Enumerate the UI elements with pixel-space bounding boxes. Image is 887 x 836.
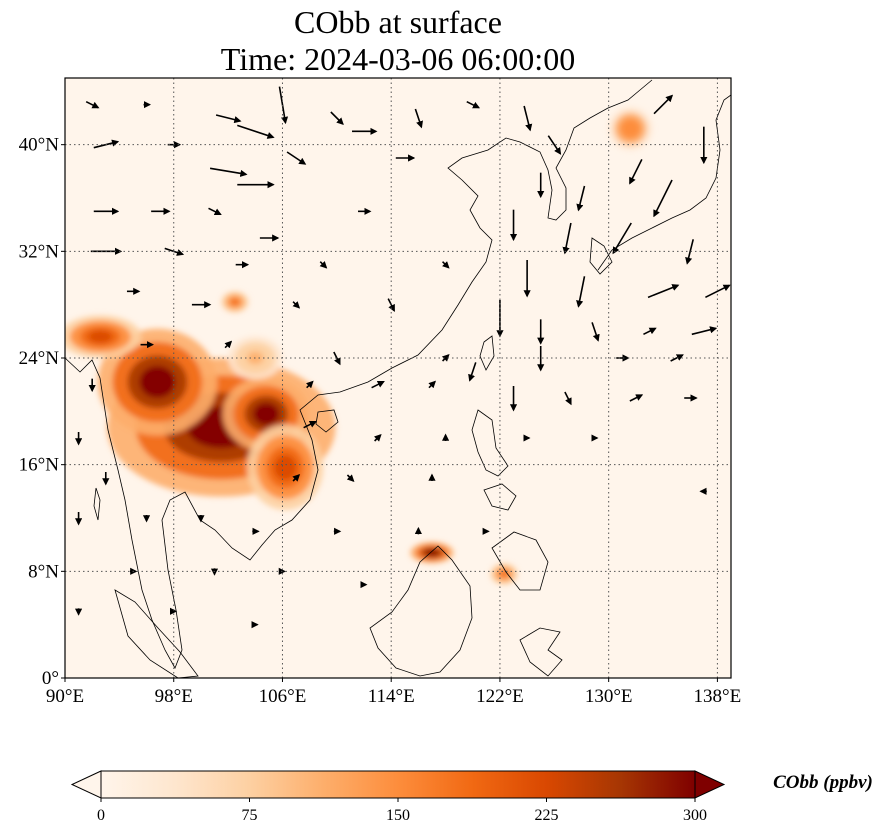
x-tick-label: 122°E: [476, 686, 524, 707]
wind-arrow: [643, 327, 657, 336]
coastline-sumatra: [114, 589, 199, 678]
coastline-sulawesi: [519, 627, 563, 677]
concentration-field: [65, 107, 653, 585]
wind-arrow: [208, 207, 222, 216]
colorbar-tick-label: 150: [386, 807, 410, 824]
x-tick-label: 98°E: [155, 686, 193, 707]
colorbar-extend-low: [70, 770, 102, 799]
colorbar: 0 75 150 225 300 CObb (ppbv): [70, 770, 873, 824]
wind-arrow: [562, 222, 572, 255]
y-axis-ticks: 0° 8°N 16°N 24°N 32°N 40°N: [19, 135, 65, 689]
wind-arrow: [705, 284, 731, 299]
wind-arrow: [209, 167, 248, 177]
wind-arrow: [647, 284, 680, 299]
wind-arrow: [387, 298, 395, 312]
map-panel: [65, 78, 731, 678]
coastline-visayas: [483, 483, 517, 511]
wind-arrow: [215, 114, 242, 124]
wind-arrow: [612, 222, 632, 255]
coastline-andaman: [93, 487, 101, 521]
coastline-luzon: [471, 409, 509, 477]
hotspot-mindanao: [490, 563, 518, 585]
wind-arrow: [286, 151, 307, 165]
colorbar-tick-label: 75: [242, 807, 258, 824]
coastline-mainland: [65, 79, 653, 669]
y-tick-label: 24°N: [19, 348, 60, 369]
wind-arrow: [278, 86, 289, 125]
chart-title-line2: Time: 2024-03-06 06:00:00: [221, 41, 575, 77]
wind-arrow: [319, 261, 328, 269]
wind-arrow: [85, 100, 100, 109]
colorbar-gradient: [101, 771, 695, 798]
wind-arrow: [333, 351, 341, 366]
colorbar-extend-high: [694, 770, 726, 799]
wind-arrow: [371, 380, 385, 389]
hotspot-borneo-north: [410, 542, 454, 564]
colorbar-label: CObb (ppbv): [773, 772, 873, 793]
x-tick-label: 90°E: [46, 686, 84, 707]
wind-arrow: [441, 353, 450, 362]
hotspot-primorye: [608, 107, 653, 150]
wind-arrow: [653, 179, 673, 218]
wind-arrow: [414, 108, 423, 129]
wind-arrow: [564, 391, 572, 406]
colorbar-ticks: 0 75 150 225 300: [97, 798, 707, 824]
wind-vectors: [74, 86, 731, 629]
coastline-borneo: [369, 545, 473, 677]
x-tick-label: 138°E: [694, 686, 742, 707]
wind-arrow: [685, 239, 695, 265]
wind-arrow: [224, 340, 233, 349]
hotspot-yunnan: [221, 291, 249, 313]
x-tick-label: 114°E: [368, 686, 415, 707]
wind-arrow: [691, 326, 718, 336]
y-tick-label: 0°: [42, 668, 59, 689]
chart-title-line1: CObb at surface: [294, 4, 502, 40]
wind-arrow: [373, 433, 382, 442]
wind-arrow: [523, 105, 533, 132]
coastline-japan: [597, 94, 731, 271]
wind-arrow: [306, 380, 314, 389]
hotspot-northeast-india: [65, 315, 142, 358]
wind-arrow: [653, 94, 674, 115]
x-tick-label: 106°E: [259, 686, 307, 707]
colorbar-tick-label: 300: [683, 807, 707, 824]
coastline-kyushu: [589, 237, 613, 275]
wind-arrow: [237, 124, 275, 139]
wind-arrow: [303, 420, 317, 429]
map-frame: [64, 77, 732, 679]
wind-arrow: [547, 135, 562, 155]
wind-arrow: [576, 185, 586, 212]
wind-arrow: [468, 362, 477, 382]
wind-arrow: [591, 322, 600, 342]
wind-arrow: [441, 261, 450, 269]
hotspot-myanmar-north: [97, 328, 218, 436]
y-tick-label: 8°N: [28, 561, 59, 582]
wind-arrow: [330, 111, 344, 126]
wind-arrow: [346, 474, 355, 483]
y-tick-label: 16°N: [19, 455, 60, 476]
wind-arrow: [629, 158, 643, 185]
colorbar-tick-label: 0: [97, 807, 105, 824]
wind-arrow: [576, 276, 586, 308]
x-axis-ticks: 90°E 98°E 106°E 114°E 122°E 130°E 138°E: [46, 678, 741, 707]
hotspot-vietnam-central: [247, 424, 324, 511]
wind-arrow: [670, 354, 684, 362]
wind-arrow: [466, 100, 481, 109]
y-tick-label: 40°N: [19, 135, 60, 156]
gridlines: [65, 78, 731, 678]
colorbar-tick-label: 225: [535, 807, 559, 824]
coastline-mindanao: [491, 531, 549, 591]
y-tick-label: 32°N: [19, 241, 60, 262]
wind-arrow: [428, 380, 436, 389]
wind-arrow: [292, 301, 301, 309]
x-tick-label: 130°E: [585, 686, 633, 707]
coastline-taiwan: [479, 335, 495, 371]
wind-arrow: [292, 473, 301, 482]
wind-arrow: [629, 394, 644, 402]
